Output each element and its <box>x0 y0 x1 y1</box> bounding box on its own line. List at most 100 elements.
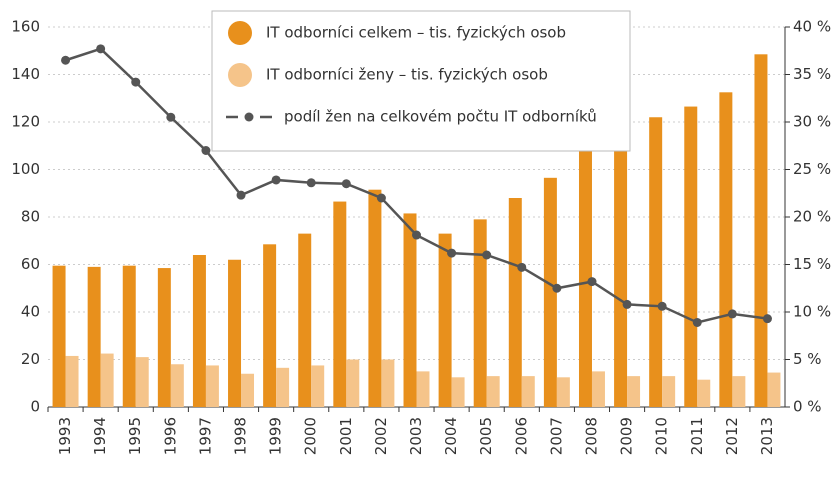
point <box>517 262 527 272</box>
bar <box>684 106 698 407</box>
y2-tick-label: 30 % <box>793 113 831 131</box>
y-tick-label: 20 <box>21 350 40 368</box>
x-tick-label: 1999 <box>267 417 285 455</box>
legend-box <box>211 10 631 152</box>
bar <box>578 143 592 407</box>
point <box>762 314 772 324</box>
legend-label: IT odborníci celkem – tis. fyzických oso… <box>266 24 566 42</box>
point <box>692 317 702 327</box>
bar <box>276 367 290 407</box>
x-tick-label: 2000 <box>302 417 320 455</box>
point <box>236 190 246 200</box>
x-tick-label: 2008 <box>582 417 600 455</box>
bar <box>263 244 277 407</box>
bar <box>298 233 312 407</box>
bar <box>438 233 452 407</box>
bar <box>368 189 382 407</box>
x-tick-label: 2013 <box>758 417 776 455</box>
bar <box>732 376 746 407</box>
legend-swatch <box>228 21 252 45</box>
bar <box>170 364 184 407</box>
point <box>587 277 597 287</box>
bar <box>381 359 395 407</box>
point <box>447 248 457 258</box>
bar <box>649 117 663 407</box>
point <box>61 55 71 65</box>
x-tick-label: 2012 <box>723 417 741 455</box>
y-tick-label: 40 <box>21 303 40 321</box>
x-tick-label: 1995 <box>126 417 144 455</box>
x-tick-label: 2003 <box>407 417 425 455</box>
point <box>482 250 492 260</box>
bar <box>228 259 242 407</box>
bar <box>451 377 465 407</box>
bar <box>556 377 570 407</box>
bar <box>122 265 136 407</box>
y-tick-label: 80 <box>21 208 40 226</box>
point <box>657 301 667 311</box>
point <box>727 309 737 319</box>
bar <box>241 373 255 407</box>
x-tick-label: 2001 <box>337 417 355 455</box>
point <box>552 283 562 293</box>
x-tick-label: 1998 <box>232 417 250 455</box>
bar <box>87 266 101 407</box>
bar <box>508 198 522 407</box>
point <box>622 299 632 309</box>
x-tick-label: 2005 <box>477 417 495 455</box>
bar <box>719 92 733 407</box>
bar <box>52 265 66 407</box>
bar <box>100 353 114 407</box>
x-tick-label: 2002 <box>372 417 390 455</box>
bar <box>767 372 781 407</box>
point <box>271 175 281 185</box>
y-tick-label: 60 <box>21 255 40 273</box>
y-tick-label: 120 <box>11 113 40 131</box>
point <box>131 77 141 87</box>
legend-swatch <box>228 63 252 87</box>
bar <box>157 268 171 407</box>
x-tick-label: 2009 <box>618 417 636 455</box>
bar <box>205 365 219 407</box>
bar <box>473 219 487 407</box>
point <box>166 112 176 122</box>
point <box>341 179 351 189</box>
x-tick-label: 2010 <box>653 417 671 455</box>
legend-label: IT odborníci ženy – tis. fyzických osob <box>266 66 548 84</box>
y2-tick-label: 25 % <box>793 160 831 178</box>
point <box>412 230 421 240</box>
y2-tick-label: 15 % <box>793 255 831 273</box>
point <box>201 146 211 155</box>
legend-label: podíl žen na celkovém počtu IT odborníků <box>284 108 597 126</box>
y2-tick-label: 5 % <box>793 350 822 368</box>
bar <box>697 379 711 407</box>
bar <box>486 376 500 407</box>
point <box>306 178 316 188</box>
bar <box>135 357 149 407</box>
x-tick-label: 1997 <box>196 417 214 455</box>
bar <box>521 376 535 407</box>
y-tick-label: 140 <box>11 65 40 83</box>
x-tick-label: 2006 <box>512 417 530 455</box>
x-tick-label: 2011 <box>688 417 706 455</box>
point <box>376 193 386 203</box>
bar <box>403 213 417 407</box>
bar <box>65 355 79 407</box>
bar <box>754 54 768 407</box>
bar <box>346 359 360 407</box>
bar <box>627 376 641 407</box>
x-tick-label: 1996 <box>161 417 179 455</box>
y2-tick-label: 40 % <box>793 18 831 36</box>
bar <box>333 201 347 407</box>
point <box>96 44 106 54</box>
y-tick-label: 0 <box>30 398 40 416</box>
x-tick-label: 1994 <box>91 417 109 455</box>
bar <box>591 371 605 407</box>
y2-tick-label: 20 % <box>793 208 831 226</box>
x-tick-label: 1993 <box>56 417 74 455</box>
y2-tick-label: 10 % <box>793 303 831 321</box>
bar <box>543 177 557 407</box>
bar <box>416 371 430 407</box>
y2-tick-label: 0 % <box>793 398 822 416</box>
